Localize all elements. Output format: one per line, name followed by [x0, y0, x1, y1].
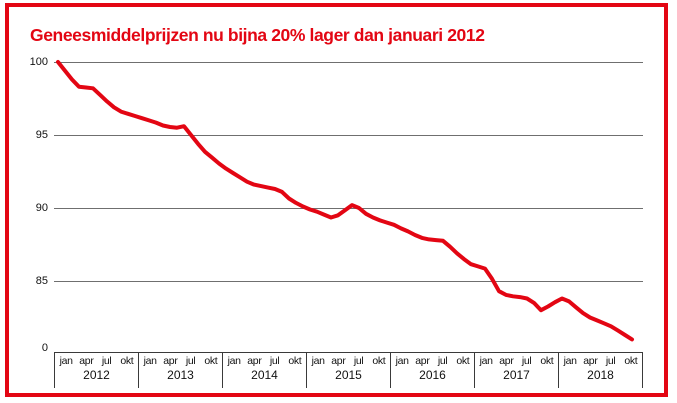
quarter-labels: jan apr jul okt: [391, 353, 474, 367]
year-label-2012: 2012: [83, 368, 110, 382]
month-tick-jul-2014: jul: [269, 355, 280, 367]
month-tick-jul-2013: jul: [185, 355, 196, 367]
year-box-2015: jan apr jul okt 2015: [306, 353, 390, 388]
y-tick-100: 100: [29, 56, 48, 68]
y-tick-0: 0: [41, 342, 48, 354]
quarter-labels: jan apr jul okt: [559, 353, 642, 367]
quarter-labels: jan apr jul okt: [307, 353, 390, 367]
month-tick-jan-2013: jan: [143, 355, 157, 367]
y-tick-95: 95: [35, 129, 48, 141]
year-box-2013: jan apr jul okt 2013: [138, 353, 222, 388]
year-box-2012: jan apr jul okt 2012: [54, 353, 138, 388]
year-label-2015: 2015: [335, 368, 362, 382]
month-tick-jul-2012: jul: [101, 355, 112, 367]
month-tick-okt-2016: okt: [456, 355, 470, 367]
month-tick-okt-2013: okt: [204, 355, 218, 367]
year-box-2017: jan apr jul okt 2017: [474, 353, 558, 388]
month-tick-jan-2018: jan: [563, 355, 577, 367]
quarter-labels: jan apr jul okt: [55, 353, 138, 367]
month-tick-jan-2012: jan: [59, 355, 73, 367]
month-tick-jan-2016: jan: [395, 355, 409, 367]
chart-title: Geneesmiddelprijzen nu bijna 20% lager d…: [30, 25, 485, 45]
quarter-labels: jan apr jul okt: [139, 353, 222, 367]
month-tick-okt-2017: okt: [540, 355, 554, 367]
quarter-labels: jan apr jul okt: [223, 353, 306, 367]
month-tick-jan-2014: jan: [227, 355, 241, 367]
year-label-2016: 2016: [419, 368, 446, 382]
month-tick-jul-2015: jul: [353, 355, 364, 367]
month-tick-okt-2015: okt: [372, 355, 386, 367]
quarter-labels: jan apr jul okt: [475, 353, 558, 367]
month-tick-jan-2017: jan: [479, 355, 493, 367]
year-box-2014: jan apr jul okt 2014: [222, 353, 306, 388]
month-tick-apr-2018: apr: [583, 355, 598, 367]
year-label-2014: 2014: [251, 368, 278, 382]
month-tick-apr-2015: apr: [331, 355, 346, 367]
month-tick-okt-2014: okt: [288, 355, 302, 367]
year-label-2017: 2017: [503, 368, 530, 382]
y-tick-90: 90: [35, 202, 48, 214]
month-tick-apr-2014: apr: [247, 355, 262, 367]
month-tick-apr-2016: apr: [415, 355, 430, 367]
chart-frame: Geneesmiddelprijzen nu bijna 20% lager d…: [5, 3, 668, 397]
year-label-2018: 2018: [587, 368, 614, 382]
month-tick-apr-2013: apr: [163, 355, 178, 367]
month-tick-jul-2018: jul: [605, 355, 616, 367]
month-tick-okt-2018: okt: [624, 355, 638, 367]
y-tick-85: 85: [35, 275, 48, 287]
month-tick-jan-2015: jan: [311, 355, 325, 367]
year-box-2016: jan apr jul okt 2016: [390, 353, 474, 388]
year-label-2013: 2013: [167, 368, 194, 382]
year-box-2018: jan apr jul okt 2018: [558, 353, 643, 388]
x-axis-table: jan apr jul okt 2012 jan apr jul okt 2013 jan apr ju…: [54, 352, 643, 388]
month-tick-apr-2017: apr: [499, 355, 514, 367]
month-tick-jul-2016: jul: [437, 355, 448, 367]
month-tick-apr-2012: apr: [79, 355, 94, 367]
price-index-line: [56, 60, 634, 342]
month-tick-okt-2012: okt: [120, 355, 134, 367]
month-tick-jul-2017: jul: [521, 355, 532, 367]
